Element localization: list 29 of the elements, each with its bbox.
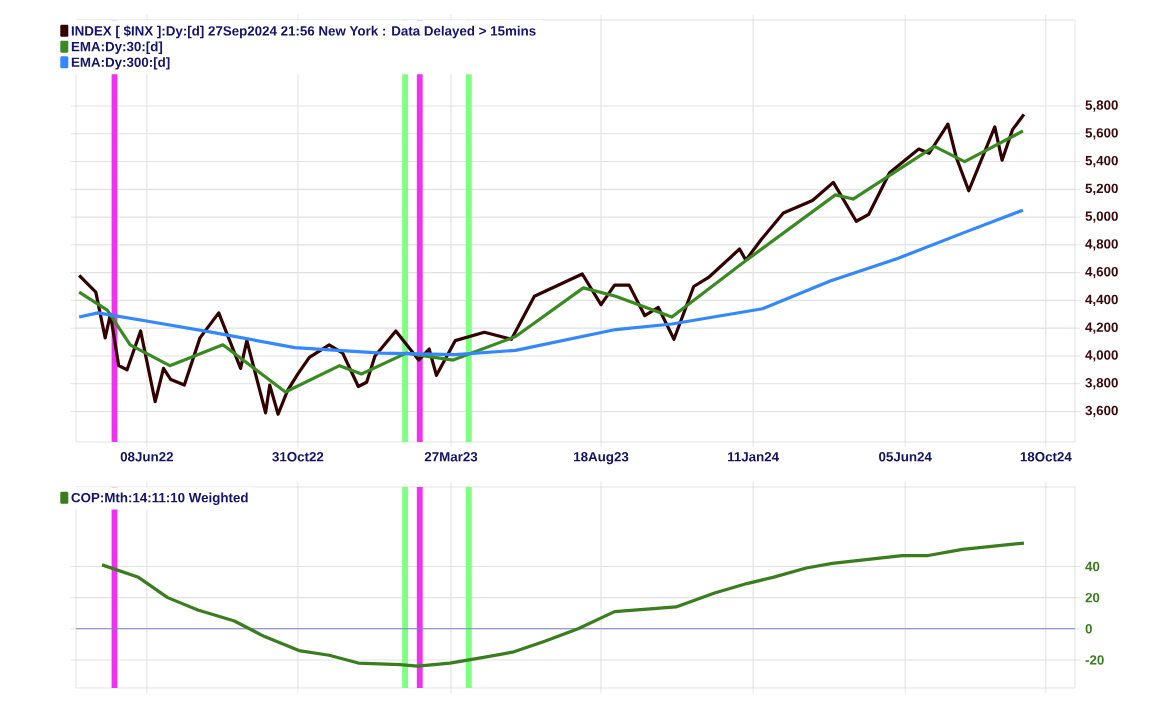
y-tick-label: 4,800 [1085, 239, 1118, 251]
legend-label: EMA:Dy:300:[d] [71, 57, 170, 70]
y-tick-label: 4,400 [1085, 294, 1118, 307]
y-tick-label: 40 [1085, 561, 1100, 572]
x-tick-label: 27Mar23 [424, 452, 478, 462]
x-tick-label: 08Jun22 [120, 452, 173, 462]
line-series [77, 208, 1025, 357]
y-tick-label: 5,200 [1085, 183, 1118, 196]
x-tick-label: 05Jun24 [879, 452, 932, 462]
y-tick-label: 4,000 [1085, 350, 1118, 362]
y-tick-label: 4,600 [1085, 266, 1118, 279]
y-tick-label: 4,200 [1085, 322, 1118, 334]
y-tick-label: 3,600 [1085, 405, 1118, 418]
x-tick-label: 31Oct22 [272, 452, 324, 462]
y-tick-label: 20 [1085, 592, 1100, 603]
x-tick-label: 18Oct24 [1020, 452, 1072, 462]
x-tick-label: 18Aug23 [574, 452, 629, 465]
y-tick-label: 5,600 [1085, 128, 1118, 140]
y-tick-label: 5,400 [1085, 155, 1118, 168]
y-tick-label: 5,000 [1085, 211, 1118, 223]
legend-label: COP:Mth:14:11:10 Weighted [71, 492, 248, 506]
y-tick-label: 3,800 [1085, 378, 1118, 390]
legend-label: EMA:Dy:30:[d] [71, 41, 163, 54]
y-tick-label: 0 [1085, 624, 1092, 634]
legend-label: INDEX [ $INX ]:Dy:[d] 27Sep2024 21:56 New York : Data Delayed > 15mins [71, 25, 536, 39]
y-tick-label: -20 [1085, 655, 1104, 665]
y-tick-label: 5,800 [1085, 100, 1118, 112]
x-tick-label: 11Jan24 [728, 452, 779, 462]
line-series [100, 541, 1026, 668]
